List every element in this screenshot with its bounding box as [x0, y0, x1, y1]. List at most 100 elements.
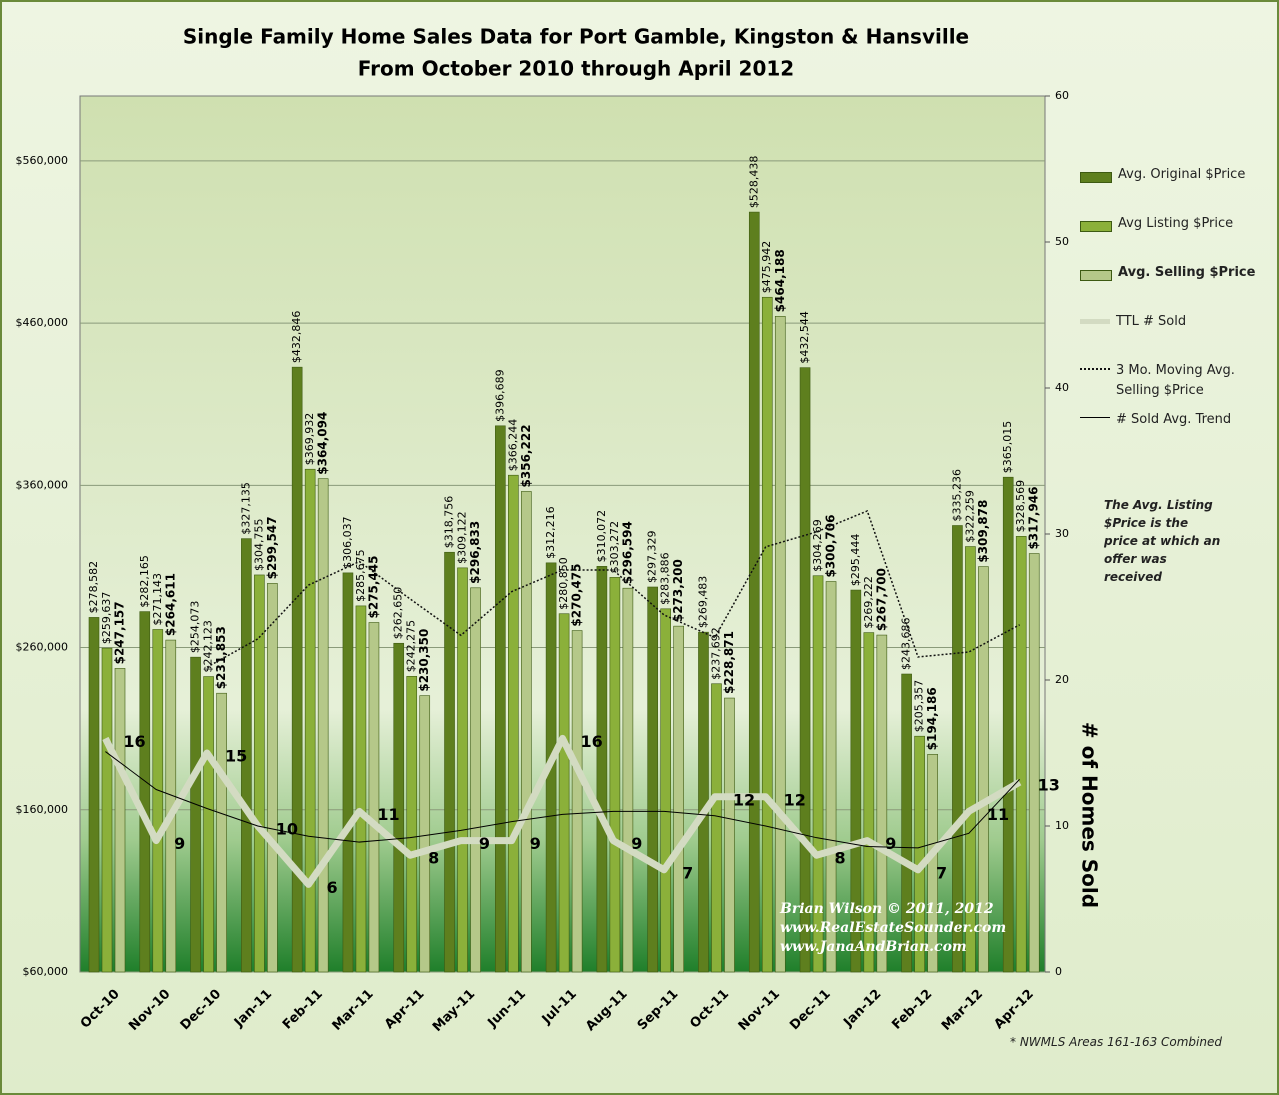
data-label: $366,244	[506, 419, 519, 472]
data-label: $194,186	[925, 687, 939, 750]
data-label: $304,755	[252, 518, 265, 571]
data-label: $528,438	[747, 156, 760, 209]
data-label: $296,594	[620, 521, 634, 584]
data-label: 15	[225, 747, 247, 766]
y2-tick-label: 0	[1055, 965, 1062, 978]
data-label: $475,942	[760, 241, 773, 294]
data-label: $237,692	[709, 627, 722, 680]
legend-label: Avg Listing $Price	[1118, 216, 1234, 231]
data-label: $309,878	[976, 500, 990, 563]
watermark-line: www.RealEstateSounder.com	[780, 920, 1007, 936]
data-label: $312,216	[544, 506, 557, 559]
line	[206, 509, 1020, 668]
data-label: $278,582	[87, 561, 100, 614]
y-tick-label: $460,000	[16, 316, 69, 329]
data-label: 11	[987, 805, 1009, 824]
legend-label: # Sold Avg. Trend	[1116, 412, 1232, 427]
data-label: 8	[834, 849, 845, 868]
bar	[241, 538, 252, 973]
legend-item: TTL # Sold	[1080, 312, 1270, 361]
y2-tick-label: 40	[1055, 381, 1069, 394]
y-tick-label: $160,000	[16, 803, 69, 816]
bar	[748, 211, 760, 973]
bar	[647, 586, 658, 973]
data-label: $254,073	[189, 601, 202, 654]
data-label: 16	[581, 732, 603, 751]
data-label: $432,544	[798, 311, 811, 364]
bar	[1002, 476, 1014, 973]
bar	[799, 367, 811, 973]
bar	[521, 491, 532, 973]
legend-swatch	[1080, 270, 1112, 281]
bar	[622, 587, 634, 973]
data-label: $432,846	[290, 311, 303, 364]
data-label: $264,611	[163, 573, 177, 636]
y-tick-label: $60,000	[23, 965, 69, 978]
bar	[190, 656, 201, 973]
data-label: $282,165	[138, 555, 151, 608]
chart-title: Single Family Home Sales Data for Port G…	[183, 25, 969, 49]
data-label: $242,123	[202, 620, 215, 673]
bar	[457, 567, 468, 973]
bar	[203, 676, 214, 973]
data-label: $299,547	[265, 516, 279, 579]
data-label: $296,833	[468, 521, 482, 584]
bar	[254, 574, 265, 973]
bar	[304, 468, 316, 973]
bar	[724, 697, 735, 973]
bar	[825, 581, 837, 973]
data-label: 9	[885, 834, 896, 853]
data-label: $242,275	[405, 620, 418, 673]
y2-tick-label: 30	[1055, 527, 1069, 540]
line	[105, 751, 1020, 849]
bar	[978, 566, 989, 973]
legend-item: 3 Mo. Moving Avg. Selling $Price	[1080, 361, 1270, 410]
bar	[850, 589, 862, 973]
data-label: 9	[174, 834, 185, 853]
bar	[711, 683, 722, 973]
data-label: $322,259	[963, 490, 976, 543]
bar	[571, 630, 583, 973]
bar	[419, 695, 431, 973]
data-label: $300,706	[824, 515, 838, 578]
data-label: $247,157	[113, 601, 127, 664]
data-label: 11	[377, 805, 399, 824]
y-tick-label: $260,000	[16, 641, 69, 654]
data-label: 7	[936, 863, 947, 882]
data-label: 9	[631, 834, 642, 853]
data-label: $303,272	[608, 521, 621, 574]
bar	[368, 622, 380, 973]
bar	[596, 566, 608, 973]
bar	[965, 546, 976, 973]
y2-tick-label: 60	[1055, 89, 1069, 102]
legend-item: Avg Listing $Price	[1080, 214, 1270, 263]
y-tick-label: $360,000	[16, 478, 69, 491]
data-label: $285,675	[354, 549, 367, 602]
data-label: 8	[428, 849, 439, 868]
bar	[393, 642, 405, 973]
bar	[101, 647, 113, 973]
data-label: $328,569	[1014, 480, 1027, 532]
data-label: $306,037	[341, 516, 354, 569]
bar	[558, 613, 570, 973]
footnote: * NWMLS Areas 161-163 Combined	[1010, 1035, 1222, 1049]
data-label: $310,072	[595, 510, 608, 563]
bar	[355, 605, 367, 973]
data-label: $267,700	[874, 568, 888, 631]
watermark-line: Brian Wilson © 2011, 2012	[780, 901, 994, 917]
data-label: $396,689	[493, 369, 506, 422]
data-label: $231,853	[214, 626, 228, 689]
data-label: $205,357	[913, 680, 926, 733]
data-label: $464,188	[773, 249, 787, 312]
data-label: $364,094	[316, 412, 330, 475]
bar	[774, 316, 786, 973]
data-label: $262,650	[392, 587, 405, 640]
watermark: Brian Wilson © 2011, 2012 www.RealEstate…	[780, 900, 1006, 957]
bar	[914, 735, 925, 973]
bar	[673, 625, 684, 973]
chart-title: From October 2010 through April 2012	[358, 57, 794, 81]
annotation: The Avg. Listing $Price is the price at …	[1104, 498, 1221, 584]
data-label: $280,850	[557, 557, 570, 610]
data-label: $327,135	[239, 482, 252, 535]
